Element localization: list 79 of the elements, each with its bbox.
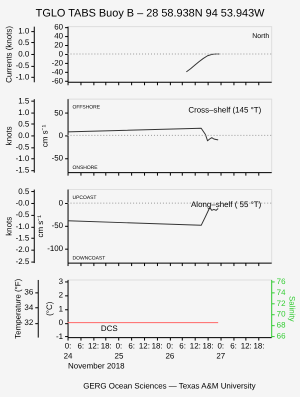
annotation: DCS — [100, 324, 118, 334]
y-tick-label: -20 — [52, 58, 64, 68]
y2-tick-label: 68 — [276, 320, 286, 330]
y-tick-label: -50 — [52, 221, 64, 230]
y-tick-label: 0 — [58, 198, 64, 208]
y2-axis-title: knots — [4, 216, 14, 236]
y2-tick-label: -1.5 — [16, 234, 30, 243]
x-tick-label: 6: — [77, 342, 84, 350]
chart-title: TGLO TABS Buoy B – 28 58.938N 94 53.943W — [36, 8, 266, 20]
y2-tick-label: 1.0 — [18, 26, 30, 36]
y2-axis-title: knots — [4, 126, 14, 146]
y-tick-label: -50 — [52, 153, 64, 162]
y2-tick-label: 0.0 — [18, 130, 30, 140]
y-tick-label: 0 — [58, 49, 64, 58]
x-axis-title: November 2018 — [68, 361, 126, 370]
y-tick-label: 1 — [58, 304, 64, 314]
y-tick-label: 50 — [54, 108, 64, 118]
x-tick-label: 12: — [240, 342, 252, 350]
y2-tick-label: -1.0 — [16, 72, 30, 82]
annotation: Cross–shelf (145 °T) — [188, 106, 262, 115]
line-series — [186, 53, 220, 72]
y2-tick-label: -0.5 — [16, 142, 30, 152]
y2-tick-label: 72 — [276, 298, 286, 308]
x-tick-label: 18: — [202, 342, 214, 350]
y-tick-label: 3 — [58, 277, 64, 286]
y2-tick-label: -0.5 — [16, 210, 30, 220]
y2-tick-label: 0.5 — [18, 119, 30, 128]
x-tick-label: 12: — [138, 342, 150, 350]
y-tick-label: 40 — [54, 32, 64, 40]
y3-tick-label: 36 — [24, 288, 34, 297]
y2-tick-label: -1.0 — [16, 154, 30, 163]
y2-axis-title: Salinity — [287, 296, 296, 322]
y2-tick-label: 1.5 — [18, 96, 30, 106]
x-tick-label: 0: 24 — [64, 342, 74, 360]
y3-axis-title: Temperature (°F) — [13, 278, 22, 339]
y2-tick-label: 66 — [276, 331, 286, 340]
y3-tick-label: 34 — [24, 302, 34, 312]
line-series — [67, 128, 219, 142]
x-tick-label: 6: — [230, 342, 237, 350]
y2-tick-label: -2.0 — [16, 245, 30, 254]
y-tick-label: 20 — [54, 40, 64, 50]
y-tick-label: -40 — [52, 67, 64, 76]
x-tick-label: 12: — [88, 342, 100, 350]
y2-tick-label: -1.0 — [16, 222, 30, 231]
y2-axis-title: Currents (knots) — [4, 26, 14, 83]
y-axis-title: (°C) — [45, 301, 54, 316]
y-tick-label: -1 — [56, 332, 64, 341]
x-tick-label: 0: 26 — [165, 342, 175, 360]
y-tick-label: 0 — [58, 318, 64, 328]
x-tick-label: 18: — [100, 342, 112, 350]
y2-tick-label: 76 — [276, 277, 286, 286]
y-tick-label: -100 — [47, 244, 64, 253]
y2-tick-label: 74 — [276, 288, 286, 297]
y-axis-title: cm s⁻¹ — [36, 214, 46, 238]
x-tick-label: 0: 25 — [114, 342, 124, 360]
y-axis-title: cm s⁻¹ — [40, 124, 50, 148]
y3-tick-label: 32 — [24, 318, 34, 328]
y2-tick-label: 0.5 — [18, 186, 30, 196]
line-series — [67, 207, 219, 226]
y2-tick-label: -0.5 — [16, 61, 30, 70]
y2-tick-label: 0.5 — [18, 38, 30, 47]
y2-tick-label: -1.5 — [16, 165, 30, 174]
y2-tick-label: 1.0 — [18, 108, 30, 117]
y-tick-label: -60 — [52, 76, 64, 86]
y2-tick-label: -0.0 — [16, 198, 30, 208]
text: GERG Ocean Sciences — Texas A&M University — [83, 382, 256, 391]
y-tick-label: 0 — [58, 130, 64, 140]
x-tick-label: 18: — [152, 342, 163, 350]
x-tick-label: 0: 27 — [216, 342, 226, 360]
y2-tick-label: 0.0 — [18, 49, 30, 58]
x-tick-label: 6: — [179, 342, 186, 350]
annotation: Along–shelf ( 55 °T) — [191, 200, 262, 209]
y2-tick-label: 70 — [276, 310, 286, 319]
x-tick-label: 18: — [253, 342, 264, 350]
y-tick-label: 60 — [54, 22, 64, 32]
y-tick-label: 2 — [58, 290, 64, 300]
y2-tick-label: -2.5 — [16, 256, 30, 266]
x-tick-label: 6: — [128, 342, 135, 350]
x-tick-label: 12: — [190, 342, 201, 350]
